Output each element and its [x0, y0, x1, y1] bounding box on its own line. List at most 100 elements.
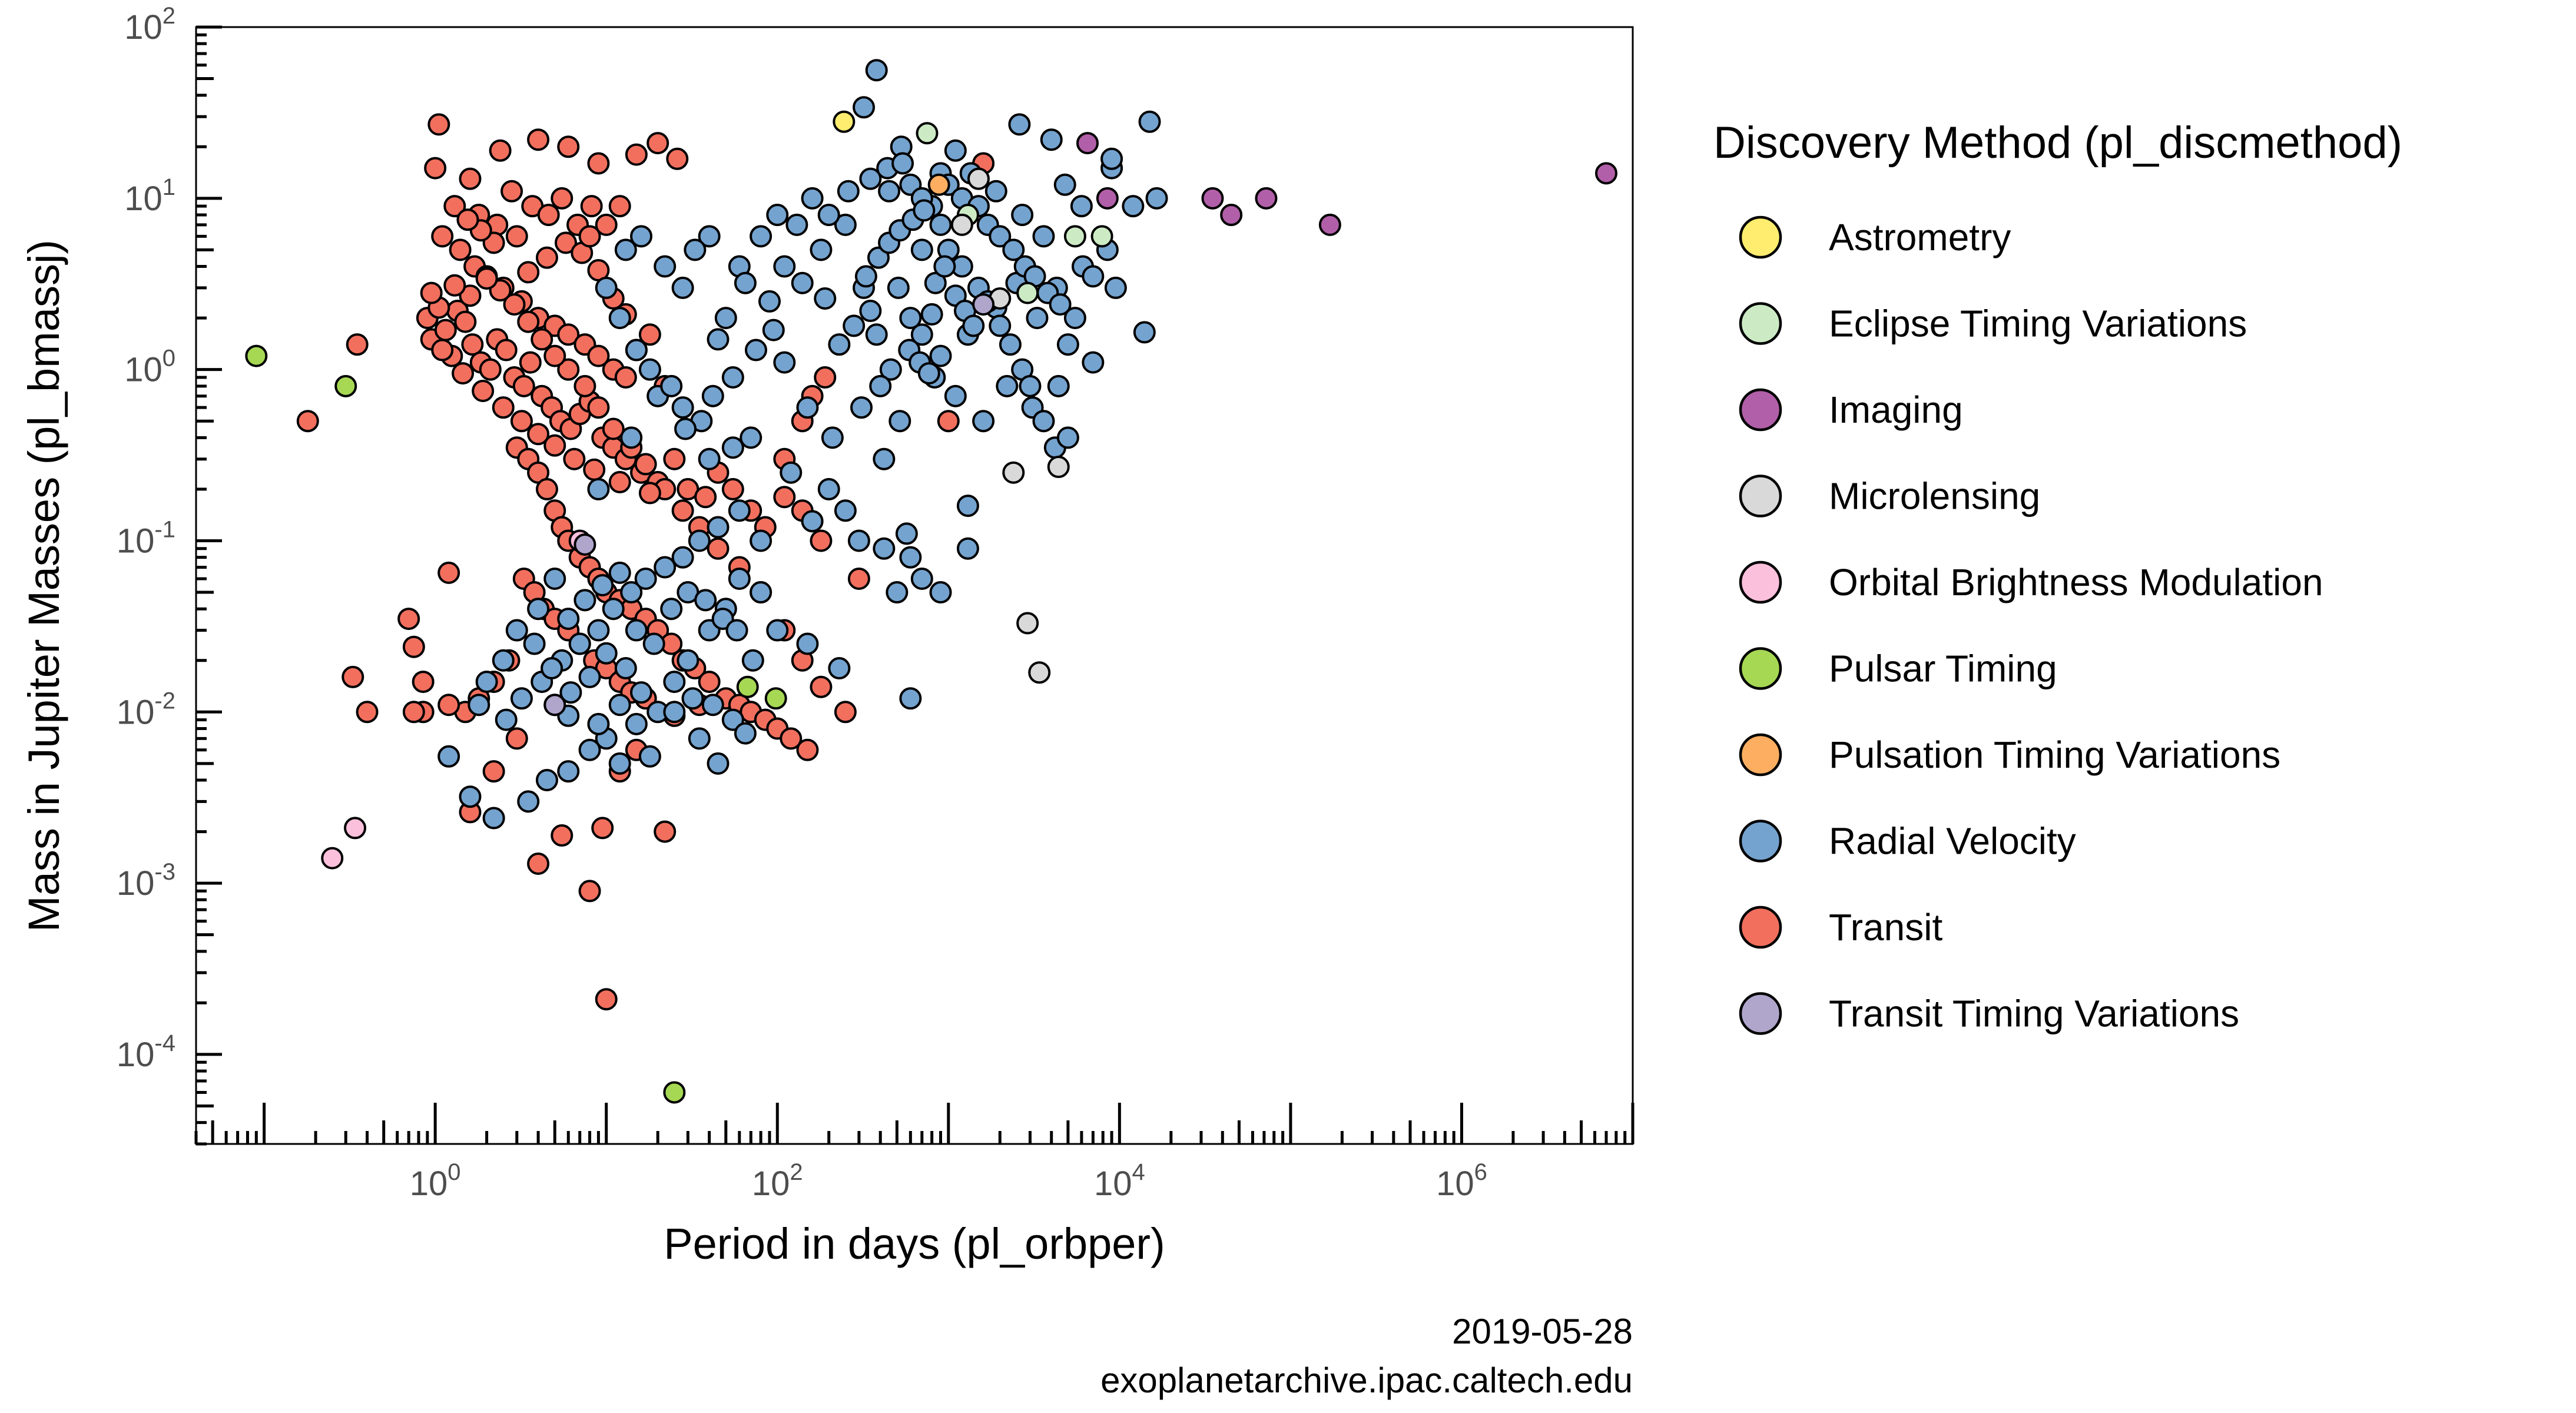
data-point	[510, 410, 533, 433]
data-point	[879, 358, 902, 381]
data-point	[1047, 374, 1070, 397]
data-point	[660, 598, 683, 621]
data-point	[780, 461, 803, 484]
data-point	[1255, 187, 1278, 210]
data-point	[543, 434, 566, 457]
data-point	[356, 701, 379, 724]
data-point	[1016, 281, 1039, 304]
data-point	[620, 426, 643, 449]
data-point	[796, 738, 819, 761]
legend-item: Transit Timing Variations	[1739, 992, 2239, 1035]
data-point	[437, 694, 460, 717]
data-point	[437, 745, 460, 768]
legend-item: Microlensing	[1739, 475, 2040, 518]
y-axis-label: Mass in Jupiter Masses (pl_bmassj)	[19, 240, 68, 932]
data-point	[734, 271, 757, 294]
data-point	[475, 671, 498, 694]
data-point	[461, 333, 484, 356]
caption-date: 2019-05-28	[1452, 1312, 1633, 1351]
data-point	[1056, 333, 1079, 356]
data-point	[989, 225, 1012, 248]
data-point	[587, 396, 610, 419]
data-point	[671, 499, 694, 522]
data-point	[814, 366, 837, 389]
data-point	[587, 477, 610, 500]
data-point	[551, 187, 573, 210]
data-point	[929, 581, 952, 604]
data-point	[671, 546, 694, 569]
data-point	[663, 701, 686, 724]
data-point	[663, 1081, 686, 1104]
data-point	[910, 238, 933, 261]
y-tick-label: 10-2	[117, 688, 175, 731]
data-point	[495, 708, 518, 731]
data-point	[557, 760, 580, 783]
data-point	[1133, 321, 1156, 344]
data-point	[744, 339, 767, 361]
data-point	[684, 238, 707, 261]
legend-item: Radial Velocity	[1739, 820, 2076, 863]
data-point	[1104, 276, 1127, 299]
data-point	[573, 374, 596, 397]
data-point	[587, 152, 610, 175]
data-point	[721, 708, 744, 731]
data-point	[531, 328, 553, 351]
data-point	[459, 785, 482, 808]
legend-label: Imaging	[1829, 389, 1963, 431]
data-point	[681, 687, 704, 710]
data-point	[475, 267, 498, 290]
data-point	[762, 319, 785, 341]
data-point	[517, 790, 540, 813]
data-point	[454, 310, 477, 333]
data-point	[671, 276, 694, 299]
data-point	[344, 817, 367, 840]
data-point	[920, 303, 943, 326]
legend-swatch	[1739, 388, 1782, 432]
data-point	[1047, 456, 1070, 479]
data-point	[578, 225, 601, 248]
data-point	[1028, 661, 1051, 684]
data-point	[568, 632, 591, 655]
data-point	[873, 447, 896, 470]
data-point	[937, 410, 960, 433]
data-point	[867, 246, 890, 269]
data-point	[956, 495, 979, 518]
data-point	[850, 396, 873, 419]
data-point	[1040, 128, 1063, 151]
data-point	[878, 180, 901, 203]
data-point	[714, 307, 737, 330]
data-point	[608, 752, 631, 775]
data-point	[1019, 374, 1042, 397]
data-point	[663, 447, 686, 470]
legend-label: Transit Timing Variations	[1829, 993, 2239, 1035]
legend-swatch	[1739, 992, 1782, 1035]
data-point	[595, 988, 618, 1011]
data-point	[634, 453, 657, 476]
data-point	[758, 290, 781, 313]
data-point	[443, 274, 466, 297]
data-point	[583, 458, 606, 481]
data-point	[1076, 132, 1099, 155]
data-point	[608, 307, 631, 330]
data-point	[535, 769, 558, 792]
data-point	[817, 204, 840, 227]
legend-item: Eclipse Timing Variations	[1739, 302, 2247, 345]
plot-panel-border	[195, 26, 1634, 1145]
data-point	[543, 694, 566, 717]
data-point	[913, 199, 936, 222]
data-point	[527, 852, 550, 875]
data-point	[431, 339, 454, 361]
data-point	[933, 255, 956, 278]
scatter-points	[245, 59, 1617, 1104]
data-point	[512, 374, 535, 397]
data-point	[854, 265, 877, 288]
data-point	[688, 727, 711, 750]
data-point	[557, 608, 580, 631]
legend-swatch	[1739, 820, 1782, 863]
data-point	[468, 694, 490, 717]
legend-swatch	[1739, 215, 1782, 259]
data-point	[1220, 204, 1243, 227]
data-point	[608, 561, 631, 584]
x-tick-label: 102	[752, 1159, 803, 1203]
